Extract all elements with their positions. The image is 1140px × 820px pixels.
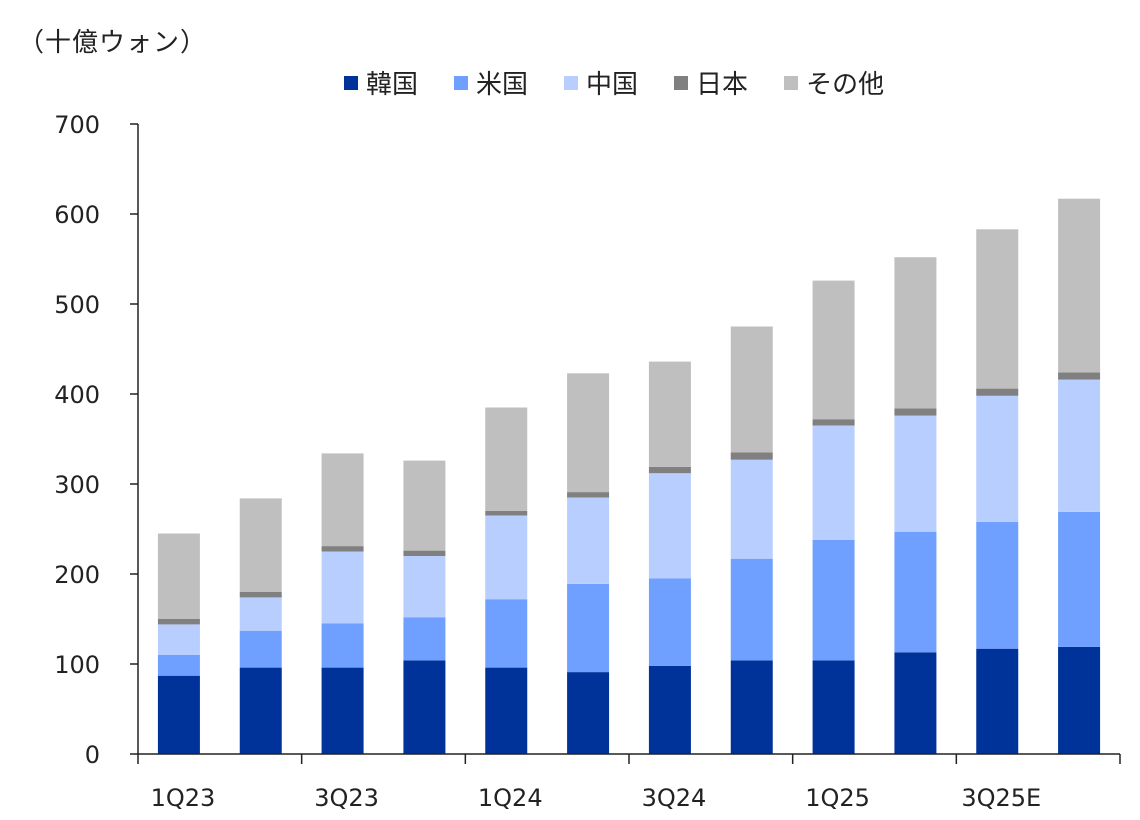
legend-label: 韓国 <box>366 70 419 100</box>
legend-label: 米国 <box>476 70 529 100</box>
bar-segment <box>812 280 855 420</box>
bar-segment <box>321 546 364 552</box>
legend-item: その他 <box>784 64 884 101</box>
legend-label: 中国 <box>586 70 639 100</box>
bar-segment <box>894 408 937 416</box>
legend-item: 韓国 <box>344 64 418 101</box>
bar-segment <box>812 539 855 661</box>
legend-swatch <box>454 75 469 90</box>
bar-segment <box>567 672 610 754</box>
bar-segment <box>894 415 937 532</box>
bar-segment <box>894 652 937 754</box>
bar-segment <box>485 599 528 668</box>
x-tick-label: 1Q23 <box>151 784 216 812</box>
bar-segment <box>648 578 691 666</box>
bar-segment <box>1058 198 1101 373</box>
bar-segment <box>485 667 528 754</box>
x-tick-label: 1Q24 <box>478 784 543 812</box>
bar-segment <box>567 492 610 498</box>
bar-segment <box>403 660 446 754</box>
bar-segment <box>648 665 691 754</box>
legend-swatch <box>784 75 799 90</box>
unit-label: （十億ウォン） <box>18 28 208 58</box>
y-tick-label: 100 <box>54 651 100 679</box>
bar-segment <box>239 498 282 592</box>
y-tick-label: 200 <box>54 561 100 589</box>
bar-segment <box>976 229 1019 389</box>
bar-segment <box>485 511 528 516</box>
bars <box>157 198 1101 754</box>
x-tick-label: 1Q25 <box>805 784 870 812</box>
y-tick-label: 300 <box>54 471 100 499</box>
bar-segment <box>976 648 1019 754</box>
bar-segment <box>157 619 200 625</box>
bar-segment <box>1058 372 1101 380</box>
bar-segment <box>157 624 200 655</box>
legend-swatch <box>674 75 689 90</box>
x-tick-label: 3Q25E <box>961 784 1041 812</box>
bar-segment <box>321 453 364 547</box>
bar-segment <box>321 623 364 668</box>
bar-segment <box>976 395 1019 522</box>
bar-segment <box>239 592 282 598</box>
y-tick-label: 500 <box>54 291 100 319</box>
bar-segment <box>157 655 200 676</box>
x-tick-label: 3Q23 <box>314 784 379 812</box>
y-tick-label: 400 <box>54 381 100 409</box>
bar-segment <box>648 473 691 579</box>
bar-segment <box>894 531 937 653</box>
legend-item: 米国 <box>454 64 528 101</box>
bar-segment <box>1058 511 1101 647</box>
bar-segment <box>567 497 610 584</box>
y-tick-label: 700 <box>54 111 100 139</box>
bar-segment <box>976 388 1019 396</box>
bar-segment <box>157 533 200 619</box>
y-tick-label: 0 <box>85 741 100 769</box>
legend-item: 日本 <box>674 64 748 101</box>
legend-swatch <box>344 75 358 90</box>
y-tick-label: 600 <box>54 201 100 229</box>
legend-label: 日本 <box>696 70 749 100</box>
bar-segment <box>648 466 691 474</box>
bar-segment <box>485 407 528 511</box>
bar-segment <box>239 667 282 754</box>
bar-segment <box>730 660 773 754</box>
bar-segment <box>567 583 610 673</box>
x-tick-label: 3Q24 <box>642 784 707 812</box>
bar-segment <box>730 452 773 460</box>
bar-segment <box>567 373 610 493</box>
bar-segment <box>812 660 855 754</box>
bar-segment <box>976 521 1019 649</box>
bar-segment <box>403 460 446 551</box>
legend-swatch <box>564 75 579 90</box>
legend: 韓国 米国 中国 日本 その他 <box>344 64 884 101</box>
legend-item: 中国 <box>564 64 638 101</box>
bar-segment <box>1058 646 1101 754</box>
bar-segment <box>812 425 855 540</box>
bar-segment <box>730 459 773 559</box>
bar-segment <box>321 551 364 624</box>
legend-label: その他 <box>806 70 885 100</box>
bar-segment <box>403 617 446 661</box>
bar-segment <box>403 556 446 618</box>
bar-segment <box>730 326 773 453</box>
bar-segment <box>894 257 937 409</box>
bar-segment <box>157 675 200 754</box>
bar-segment <box>321 667 364 754</box>
bar-segment <box>648 361 691 467</box>
bar-segment <box>812 419 855 426</box>
bar-segment <box>403 550 446 556</box>
bar-segment <box>730 558 773 661</box>
bar-segment <box>239 630 282 668</box>
bar-segment <box>239 597 282 631</box>
bar-segment <box>485 515 528 600</box>
bar-segment <box>1058 379 1101 512</box>
